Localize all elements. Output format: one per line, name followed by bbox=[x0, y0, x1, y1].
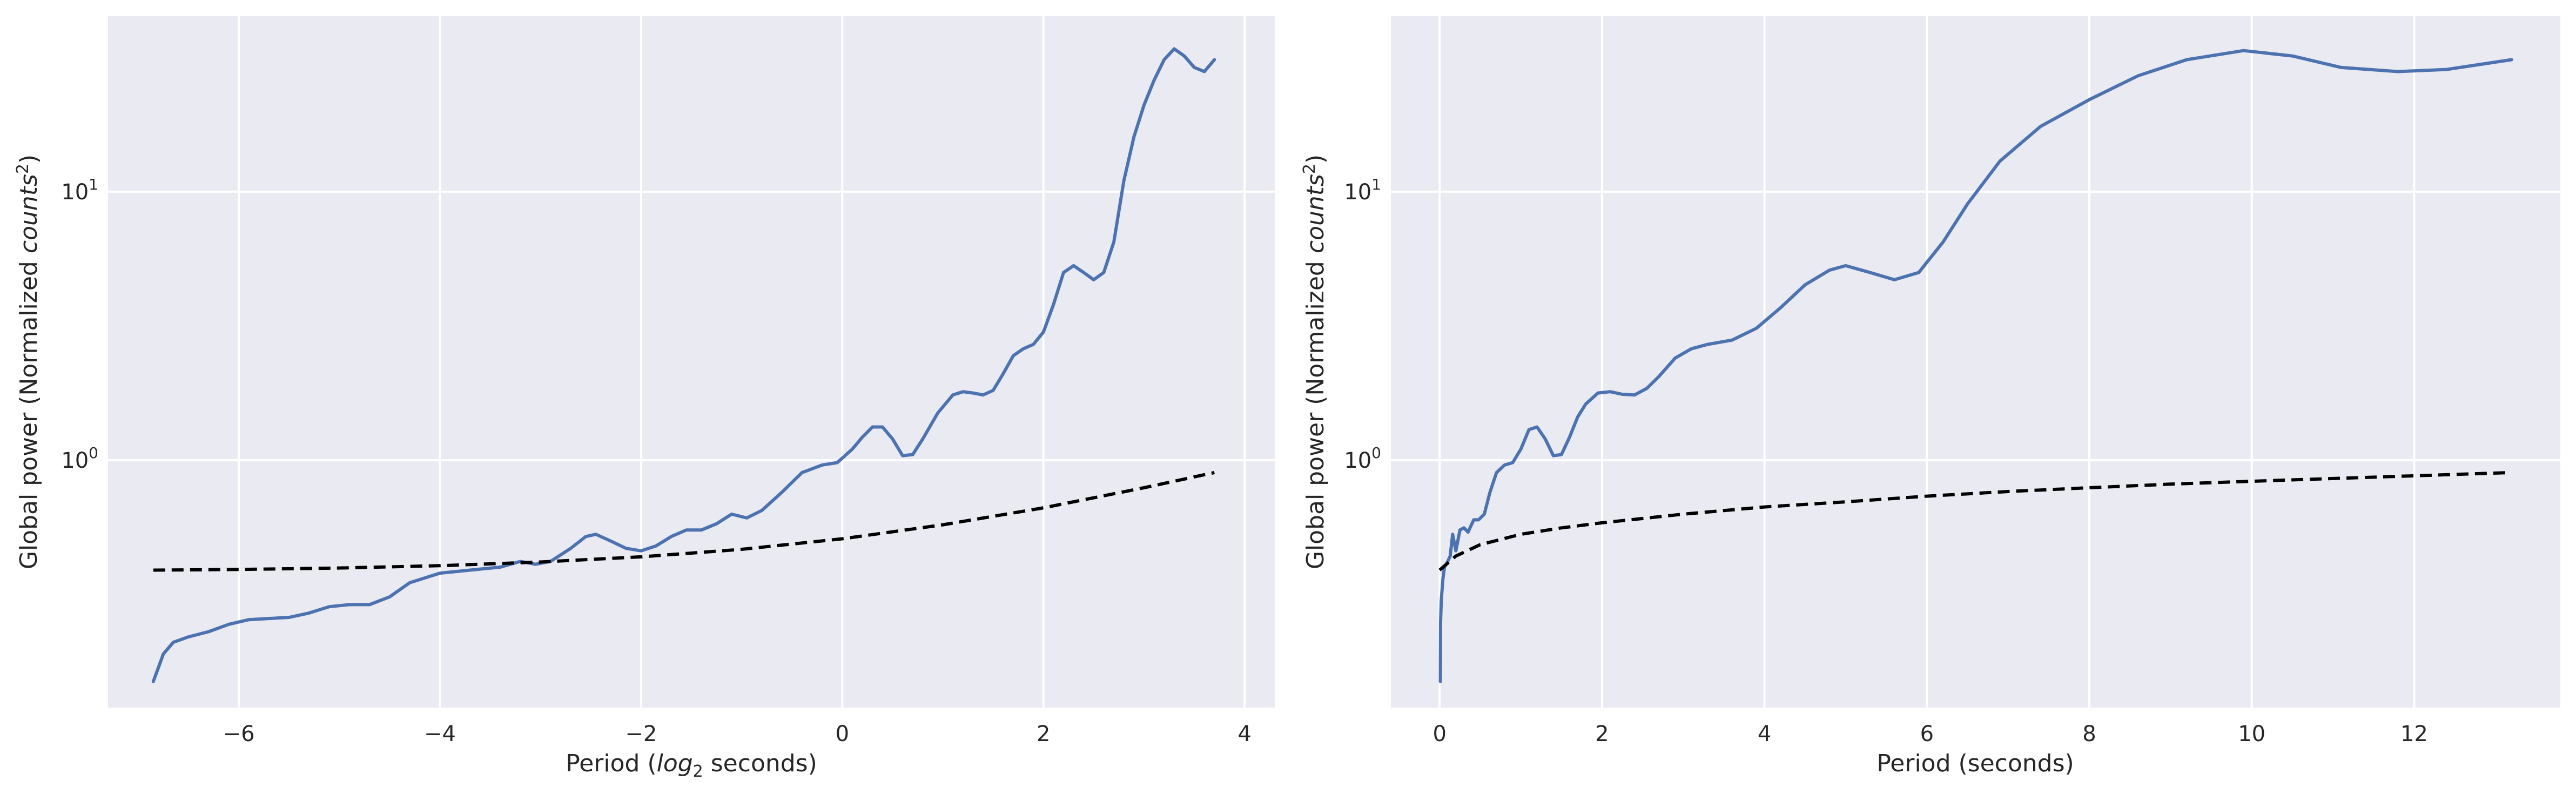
left-x-tick-label: −2 bbox=[625, 722, 657, 746]
left-significance-line bbox=[153, 470, 1215, 572]
left-x-tick-label: 0 bbox=[836, 722, 849, 746]
right-x-tick-label: 4 bbox=[1758, 722, 1771, 746]
right-y-tick-label: 100 bbox=[1344, 444, 1381, 473]
left-y-axis-label: Global power (Normalized counts2) bbox=[14, 154, 43, 569]
right-x-tick-label: 2 bbox=[1595, 722, 1609, 746]
left-power-line bbox=[151, 47, 1216, 683]
right-y-axis-label: Global power (Normalized counts2) bbox=[1300, 154, 1329, 569]
right-x-tick-label: 6 bbox=[1920, 722, 1934, 746]
right-x-ticks: 0 2 4 6 8 10 12 bbox=[1432, 722, 2427, 746]
right-power-line bbox=[1438, 49, 2513, 683]
left-y-tick-label: 101 bbox=[61, 176, 98, 205]
right-x-tick-label: 8 bbox=[2082, 722, 2096, 746]
right-significance-line bbox=[1438, 470, 2512, 571]
left-x-tick-label: 4 bbox=[1237, 722, 1251, 746]
right-x-axis-label: Period (seconds) bbox=[1876, 750, 2074, 777]
right-series bbox=[1438, 49, 2513, 683]
left-x-axis-label: Period (log2 seconds) bbox=[566, 750, 817, 781]
left-x-tick-label: −6 bbox=[223, 722, 255, 746]
left-x-ticks: −6 −4 −2 0 2 4 bbox=[223, 722, 1252, 746]
right-x-tick-label: 12 bbox=[2400, 722, 2428, 746]
left-y-tick-label: 100 bbox=[61, 444, 98, 473]
right-x-tick-label: 10 bbox=[2238, 722, 2265, 746]
left-x-tick-label: 2 bbox=[1037, 722, 1050, 746]
right-chart: 0 2 4 6 8 10 12 100 101 Period (seconds) Global… bbox=[1300, 16, 2560, 777]
right-gridlines bbox=[1391, 16, 2560, 708]
right-plot-area bbox=[1391, 16, 2560, 708]
left-series bbox=[151, 47, 1216, 683]
right-y-tick-label: 101 bbox=[1344, 176, 1381, 205]
left-y-ticks: 100 101 bbox=[61, 176, 98, 473]
left-x-tick-label: −4 bbox=[424, 722, 456, 746]
left-plot-area bbox=[108, 16, 1275, 708]
right-y-ticks: 100 101 bbox=[1344, 176, 1381, 473]
left-chart: −6 −4 −2 0 2 4 100 101 Period (log2 seconds) G… bbox=[14, 16, 1275, 781]
left-gridlines bbox=[108, 16, 1275, 708]
right-x-tick-label: 0 bbox=[1432, 722, 1446, 746]
